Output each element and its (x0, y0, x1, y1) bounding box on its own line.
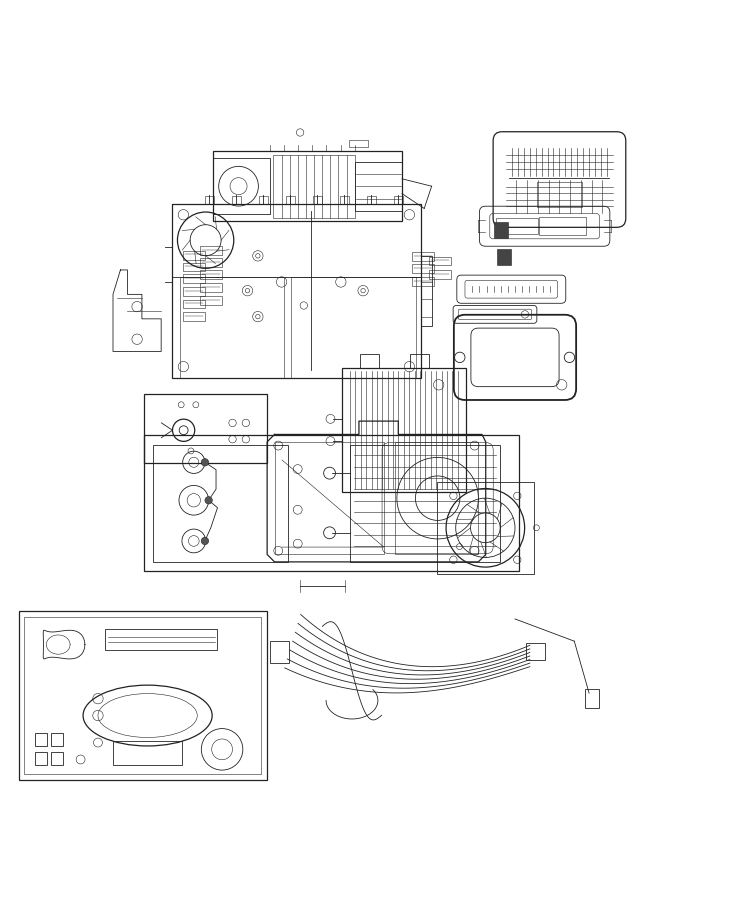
Bar (410, 355, 428, 368)
Bar (183, 263, 205, 272)
Bar (51, 734, 63, 746)
Bar (313, 196, 322, 203)
Bar (113, 741, 182, 764)
Bar (51, 752, 63, 765)
Bar (526, 644, 545, 660)
Bar (183, 300, 205, 309)
Bar (200, 247, 222, 255)
Bar (539, 217, 586, 235)
Bar (342, 368, 466, 492)
Bar (497, 249, 511, 266)
Bar (273, 155, 355, 218)
Bar (144, 436, 519, 571)
Bar (19, 611, 267, 779)
Bar (200, 284, 222, 292)
Bar (232, 196, 241, 203)
Bar (367, 196, 376, 203)
Bar (24, 616, 261, 774)
Bar (35, 752, 47, 765)
Bar (172, 203, 421, 378)
Bar (172, 203, 421, 277)
Bar (340, 196, 349, 203)
Bar (350, 445, 500, 562)
Bar (412, 252, 434, 261)
Bar (286, 196, 295, 203)
Bar (144, 394, 267, 464)
Bar (394, 196, 403, 203)
Bar (35, 734, 47, 746)
Bar (200, 270, 222, 279)
Bar (291, 277, 416, 378)
Circle shape (202, 537, 209, 544)
Bar (429, 256, 451, 266)
Bar (494, 221, 508, 239)
Bar (275, 442, 384, 554)
Bar (183, 251, 205, 259)
Bar (355, 162, 402, 211)
Bar (421, 256, 431, 326)
Circle shape (205, 497, 213, 504)
Bar (537, 182, 582, 207)
Bar (200, 258, 222, 267)
Bar (412, 264, 434, 273)
Bar (180, 277, 284, 378)
Bar (349, 140, 368, 148)
Bar (412, 277, 434, 286)
Bar (200, 296, 222, 305)
Bar (360, 355, 379, 368)
Bar (213, 151, 402, 221)
Bar (429, 270, 451, 279)
Bar (183, 287, 205, 296)
Circle shape (202, 459, 209, 466)
Bar (259, 196, 268, 203)
Bar (153, 445, 288, 562)
Bar (585, 689, 599, 708)
Bar (395, 442, 479, 554)
Bar (105, 629, 217, 650)
Bar (183, 312, 205, 321)
Bar (270, 641, 289, 663)
Bar (437, 482, 534, 573)
Bar (496, 218, 538, 234)
Bar (213, 158, 270, 214)
Bar (183, 274, 205, 284)
Bar (205, 196, 213, 203)
